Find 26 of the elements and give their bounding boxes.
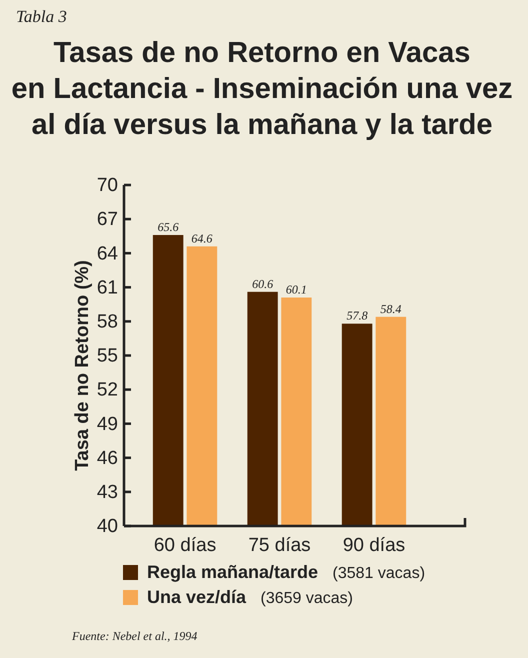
y-tick-label: 49 (96, 414, 118, 435)
y-tick-label: 46 (96, 448, 118, 469)
data-label: 65.6 (158, 220, 179, 234)
data-label: 58.4 (380, 302, 402, 316)
data-label: 60.1 (286, 282, 307, 297)
legend-label: Regla mañana/tarde (3581 vacas) (147, 562, 426, 582)
y-tick-label: 43 (96, 482, 118, 503)
y-tick-label: 52 (96, 380, 118, 401)
y-tick-label: 55 (96, 346, 118, 367)
source-note: Fuente: Nebel et al., 1994 (71, 629, 198, 643)
data-label: 60.6 (252, 276, 274, 291)
y-tick-label: 70 (96, 175, 118, 196)
x-tick-label: 60 días (154, 534, 216, 556)
chart-title: Tasas de no Retorno en Vacas en Lactancia - Inseminación una vez al día versus la mañana y la tarde (11, 37, 513, 141)
x-tick-label: 75 días (248, 534, 311, 556)
data-label: 64.6 (191, 231, 212, 246)
y-tick-label: 67 (96, 209, 118, 230)
y-tick-label: 40 (96, 516, 118, 538)
y-tick-label: 61 (96, 277, 118, 298)
text: Tabla 3 (16, 7, 67, 26)
legend-label: Una vez/día (3659 vacas) (147, 587, 353, 607)
y-axis-title: Tasa de no Retorno (%) (72, 260, 93, 471)
data-label: 57.8 (346, 308, 368, 323)
x-tick-label: 90 días (342, 534, 406, 556)
y-tick-label: 64 (96, 243, 118, 264)
y-tick-label: 58 (96, 311, 118, 332)
